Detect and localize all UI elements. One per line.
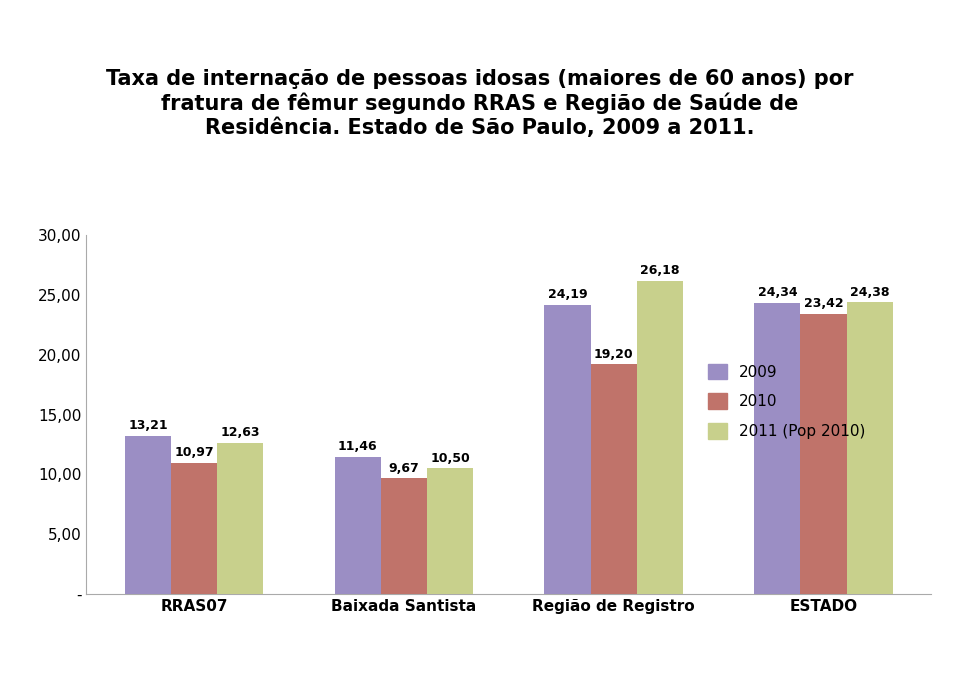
Text: 13,21: 13,21: [128, 419, 168, 433]
Bar: [217, 443, 263, 594]
Legend: 2009, 2010, 2011 (Pop 2010): 2009, 2010, 2011 (Pop 2010): [703, 357, 872, 445]
Bar: [544, 305, 590, 594]
Bar: [590, 364, 636, 594]
Bar: [171, 463, 217, 594]
Text: 24,34: 24,34: [757, 286, 797, 299]
Bar: [335, 457, 381, 594]
Text: 24,38: 24,38: [850, 285, 890, 299]
Text: 19,20: 19,20: [594, 348, 634, 361]
Bar: [801, 314, 847, 594]
Text: 23,42: 23,42: [804, 297, 844, 310]
Text: 11,46: 11,46: [338, 440, 377, 453]
Text: 24,19: 24,19: [548, 288, 588, 301]
Text: 26,18: 26,18: [640, 264, 680, 277]
Bar: [755, 303, 801, 594]
Bar: [427, 468, 473, 594]
Bar: [636, 281, 683, 594]
Bar: [847, 302, 893, 594]
Text: 10,97: 10,97: [174, 446, 214, 460]
Bar: [381, 478, 427, 594]
Text: 9,67: 9,67: [389, 462, 420, 475]
Text: Taxa de internação de pessoas idosas (maiores de 60 anos) por
fratura de fêmur s: Taxa de internação de pessoas idosas (ma…: [107, 69, 853, 138]
Text: 10,50: 10,50: [430, 452, 470, 465]
Bar: [125, 436, 171, 594]
Text: Fonte: Sistema de Informação Hospitalar - SIH/SUS - Datasus/Tabwin SESSP - Março: Fonte: Sistema de Informação Hospitalar …: [66, 659, 894, 672]
Text: 12,63: 12,63: [221, 426, 260, 439]
